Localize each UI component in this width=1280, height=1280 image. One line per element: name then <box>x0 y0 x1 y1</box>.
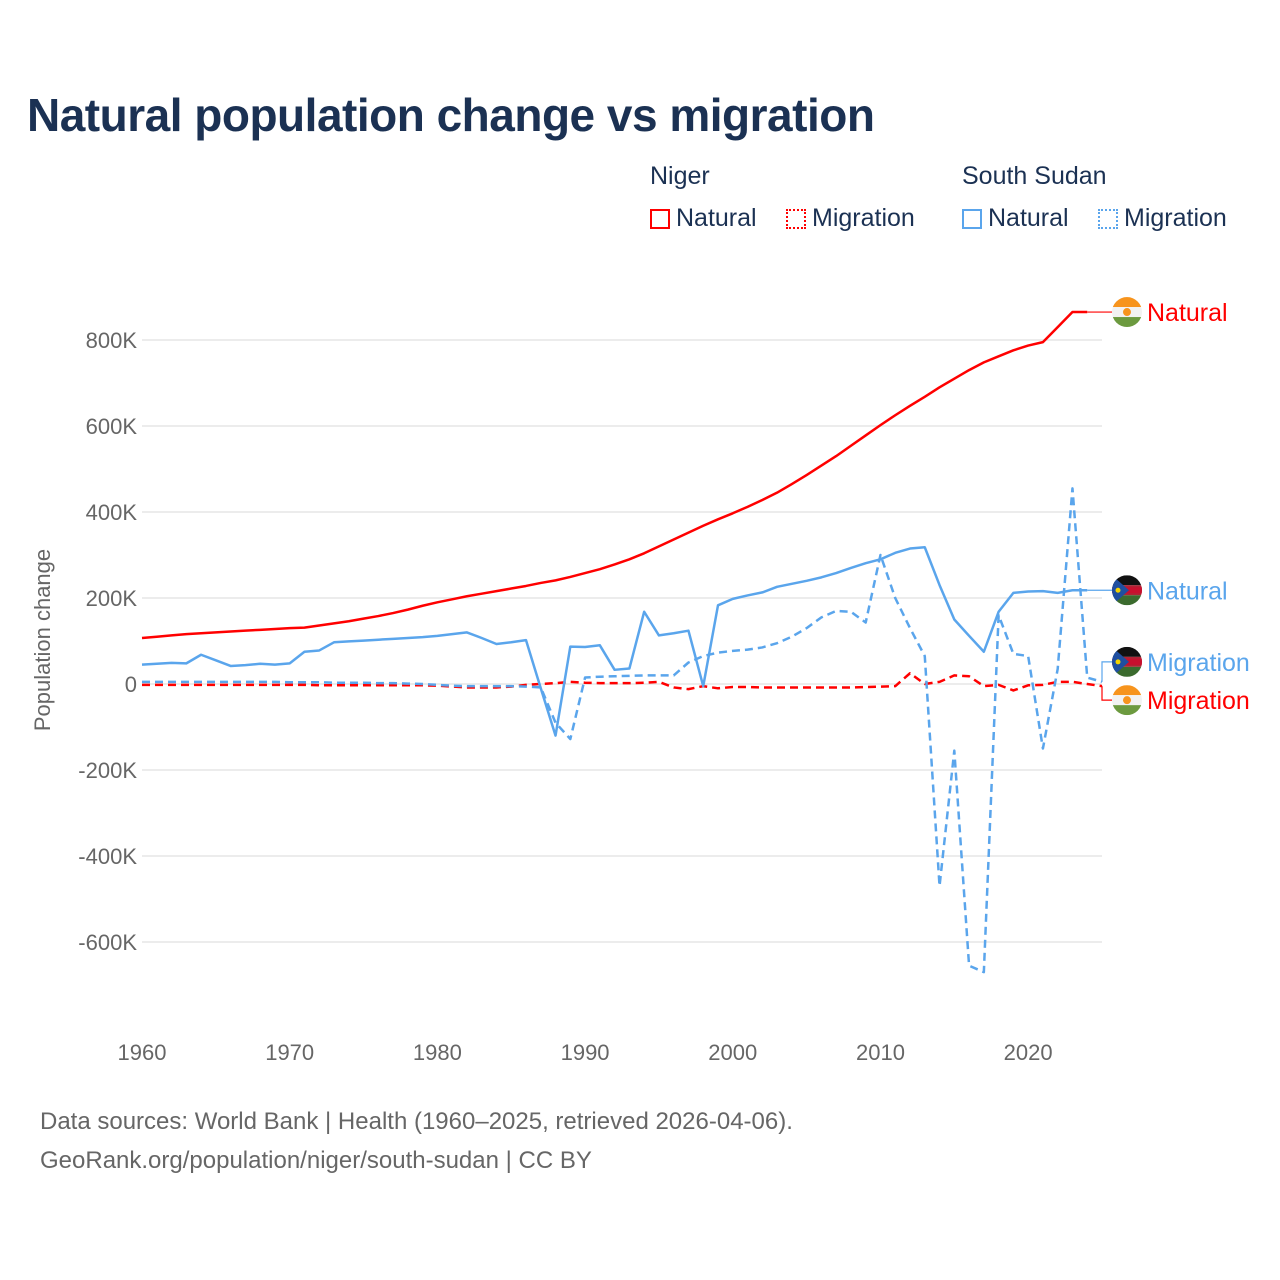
x-tick-label: 1980 <box>413 1040 462 1065</box>
y-tick-label: -200K <box>78 758 137 783</box>
flag-stripe <box>1112 685 1142 696</box>
label-connector <box>1101 686 1112 701</box>
flag-stripe <box>1112 575 1142 586</box>
x-tick-label: 2020 <box>1004 1040 1053 1065</box>
flag-body <box>1112 646 1142 677</box>
y-tick-label: 0 <box>125 672 137 697</box>
niger-flag-icon <box>1112 297 1142 328</box>
label-connector <box>1101 661 1112 682</box>
x-tick-label: 2010 <box>856 1040 905 1065</box>
x-tick-label: 1970 <box>265 1040 314 1065</box>
series-line-niger-migration <box>142 672 1103 692</box>
series-end-label: Migration <box>1147 687 1250 715</box>
y-axis-title: Population change <box>30 549 55 731</box>
flag-star <box>1115 587 1121 593</box>
legend-label: Natural <box>988 204 1069 232</box>
legend-item-niger-migration[interactable]: Migration <box>786 204 915 233</box>
flag-stripe <box>1112 705 1142 716</box>
legend-group-title: Niger <box>650 162 710 190</box>
flag-star <box>1115 659 1121 665</box>
chart-title: Natural population change vs migration <box>27 89 875 141</box>
legend-label: Natural <box>676 204 757 232</box>
y-tick-label: 200K <box>86 586 138 611</box>
legend-item-niger-natural[interactable]: Natural <box>650 204 757 233</box>
y-tick-label: -400K <box>78 844 137 869</box>
legend-swatch-solid <box>962 208 982 229</box>
flag-sun <box>1123 696 1131 705</box>
flag-body <box>1112 297 1142 328</box>
footer-attribution: GeoRank.org/population/niger/south-sudan… <box>40 1147 592 1174</box>
flag-body <box>1112 575 1142 606</box>
south-sudan-flag-icon <box>1112 646 1142 677</box>
flag-stripe <box>1112 646 1142 657</box>
flag-sun <box>1123 308 1131 317</box>
series-line-south-sudan-natural <box>141 546 1088 737</box>
legend-item-south-sudan-natural[interactable]: Natural <box>962 204 1069 233</box>
flag-stripe <box>1112 595 1142 606</box>
y-tick-label: -600K <box>78 930 137 955</box>
flag-stripe <box>1112 317 1142 328</box>
flag-body <box>1112 685 1142 716</box>
y-tick-label: 400K <box>86 500 138 525</box>
legend-label: Migration <box>812 204 915 232</box>
series-end-label: Migration <box>1147 649 1250 677</box>
flag-stripe <box>1112 666 1142 677</box>
y-tick-label: 600K <box>86 414 138 439</box>
series-end-label: Natural <box>1147 577 1228 605</box>
footer-sources: Data sources: World Bank | Health (1960–… <box>40 1108 793 1135</box>
legend-swatch-solid <box>650 208 670 229</box>
series-line-south-sudan-migration <box>142 487 1103 974</box>
legend-label: Migration <box>1124 204 1227 232</box>
y-tick-label: 800K <box>86 328 138 353</box>
legend-item-south-sudan-migration[interactable]: Migration <box>1098 204 1227 233</box>
south-sudan-flag-icon <box>1112 575 1142 606</box>
legend-swatch-dotted <box>1098 208 1118 229</box>
flag-stripe <box>1112 297 1142 308</box>
x-tick-label: 2000 <box>708 1040 757 1065</box>
x-tick-label: 1960 <box>118 1040 167 1065</box>
series-end-label: Natural <box>1147 299 1228 327</box>
legend-group-title: South Sudan <box>962 162 1107 190</box>
legend-swatch-dotted <box>786 208 806 229</box>
x-tick-label: 1990 <box>561 1040 610 1065</box>
niger-flag-icon <box>1112 685 1142 716</box>
series-line-niger-natural <box>141 310 1088 640</box>
